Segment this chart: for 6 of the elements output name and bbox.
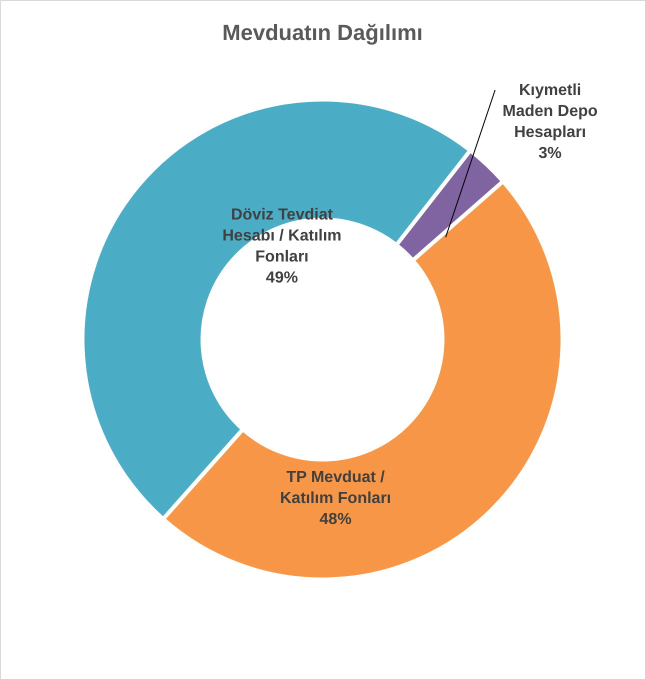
- data-label: 3%: [538, 145, 562, 162]
- data-label: 49%: [266, 270, 298, 287]
- chart-title: Mevduatın Dağılımı: [222, 20, 423, 45]
- data-label: 48%: [320, 510, 352, 528]
- slice-label: TP Mevduat / Katılım Fonları: [280, 468, 392, 507]
- slice-label: Kıymetli Maden Depo Hesapları: [502, 82, 598, 142]
